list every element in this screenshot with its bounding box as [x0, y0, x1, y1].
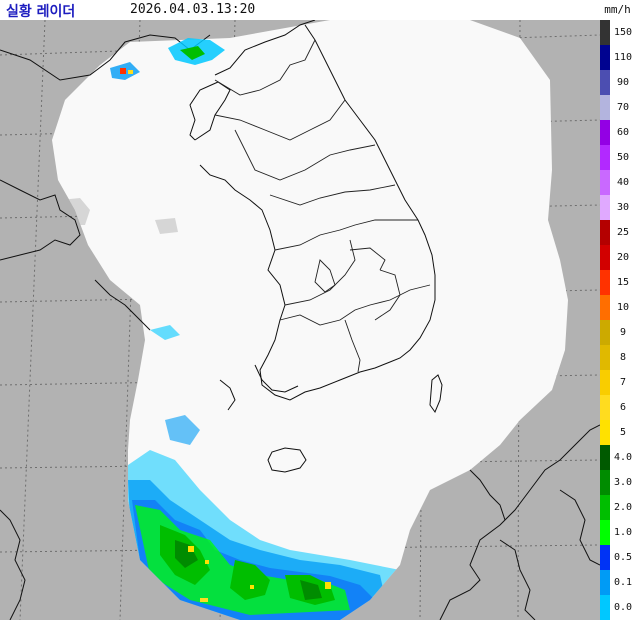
- scale-swatch: [600, 320, 610, 345]
- scale-swatch: [600, 170, 610, 195]
- precipitation-layer: [60, 198, 400, 620]
- scale-swatch: [600, 420, 610, 445]
- scale-swatch: [600, 520, 610, 545]
- header-bar: 실황 레이더 2026.04.03.13:20: [0, 0, 600, 20]
- scale-label: 8: [619, 351, 627, 363]
- scale-swatch: [600, 195, 610, 220]
- scale-label: 10: [616, 301, 630, 313]
- scale-label: 0.5: [613, 551, 633, 563]
- scale-swatch: [600, 370, 610, 395]
- scale-swatch: [600, 145, 610, 170]
- scale-swatch: [600, 570, 610, 595]
- scale-label: 7: [619, 376, 627, 388]
- scale-label: 15: [616, 276, 630, 288]
- province-borders: [214, 39, 431, 373]
- scale-label: 25: [616, 226, 630, 238]
- scale-label: 110: [613, 51, 633, 63]
- scale-swatch: [600, 295, 610, 320]
- scale-swatch: [600, 70, 610, 95]
- scale-label: 4.0: [613, 451, 633, 463]
- radar-map-svg: [0, 20, 600, 620]
- scale-label: 6: [619, 401, 627, 413]
- scale-label: 0.1: [613, 576, 633, 588]
- scale-swatch: [600, 45, 610, 70]
- scale-swatch: [600, 445, 610, 470]
- scale-label: 150: [613, 26, 633, 38]
- precip-north: [110, 38, 225, 80]
- scale-label: 40: [616, 176, 630, 188]
- scale-swatch: [600, 220, 610, 245]
- scale-swatch: [600, 495, 610, 520]
- page-title: 실황 레이더: [6, 4, 76, 20]
- scale-swatch: [600, 95, 610, 120]
- scale-swatch: [600, 270, 610, 295]
- scale-label: 0.0: [613, 601, 633, 613]
- scale-swatch: [600, 595, 610, 620]
- scale-swatch: [600, 395, 610, 420]
- radar-map[interactable]: [0, 20, 600, 620]
- scale-label: 30: [616, 201, 630, 213]
- timestamp: 2026.04.03.13:20: [130, 2, 256, 17]
- scale-label: 3.0: [613, 476, 633, 488]
- scale-swatch: [600, 470, 610, 495]
- scale-swatch: [600, 245, 610, 270]
- scale-label: 1.0: [613, 526, 633, 538]
- scale-swatch: [600, 345, 610, 370]
- scale-swatch: [600, 20, 610, 45]
- scale-swatch: [600, 545, 610, 570]
- scale-label: 9: [619, 326, 627, 338]
- scale-swatch: [600, 120, 610, 145]
- scale-label: 20: [616, 251, 630, 263]
- scale-label: 70: [616, 101, 630, 113]
- scale-label: 5: [619, 426, 627, 438]
- scale-label: 50: [616, 151, 630, 163]
- scale-label: 2.0: [613, 501, 633, 513]
- unit-label: mm/h: [604, 3, 631, 16]
- scale-label: 90: [616, 76, 630, 88]
- scale-label: 60: [616, 126, 630, 138]
- color-scale: 150 110 90 70 60 50 40 30 25 20 15 10 9 8 7 6 5 4.0 3.0 2.0…: [600, 20, 635, 620]
